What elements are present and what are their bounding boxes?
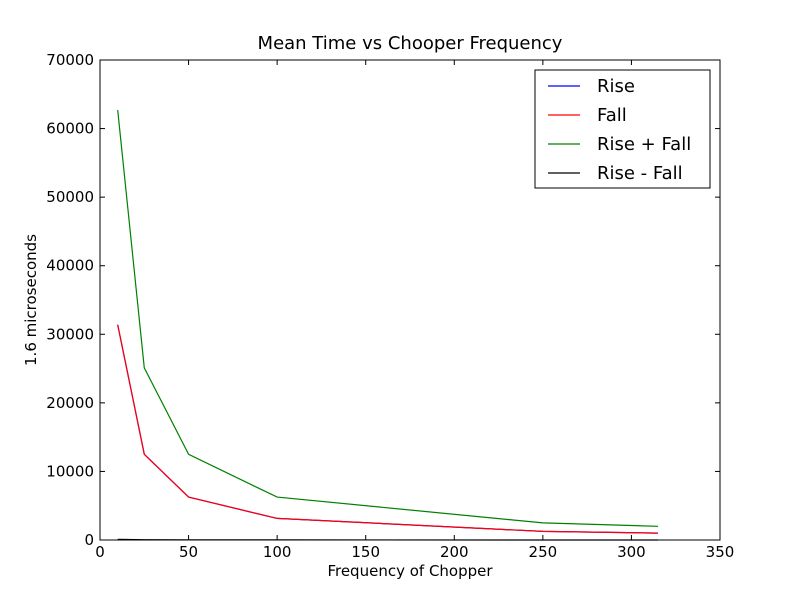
legend-entry-label: Rise - Fall	[597, 163, 683, 184]
legend-entry-label: Rise + Fall	[597, 134, 691, 155]
x-tick-label: 350	[706, 543, 735, 561]
x-tick-label: 50	[179, 543, 198, 561]
legend-box	[534, 69, 711, 189]
y-tick-label: 30000	[46, 325, 94, 343]
x-tick-label: 0	[95, 543, 105, 561]
y-tick-label: 0	[84, 531, 94, 549]
y-tick-label: 20000	[46, 394, 94, 412]
legend: Rise Fall Rise + Fall Rise - Fall	[534, 69, 711, 189]
x-tick-label: 200	[440, 543, 469, 561]
axis-ticks: 0 50 100 150 200 250 300 350 0 10000 20000 30000 400…	[46, 51, 734, 561]
y-tick-label: 50000	[46, 188, 94, 206]
y-tick-label: 70000	[46, 51, 94, 69]
series-line-1	[117, 324, 659, 534]
y-axis-label: 1.6 microseconds	[22, 234, 40, 366]
x-tick-label: 150	[351, 543, 380, 561]
series-line-2	[117, 110, 659, 527]
series-line-3	[117, 538, 658, 541]
y-tick-label: 60000	[46, 120, 94, 138]
y-tick-label: 10000	[46, 462, 94, 480]
x-tick-label: 250	[529, 543, 558, 561]
x-tick-label: 100	[263, 543, 292, 561]
x-tick-label: 300	[617, 543, 646, 561]
y-tick-label: 40000	[46, 257, 94, 275]
plot-lines	[117, 110, 659, 541]
legend-entry-label: Fall	[597, 105, 627, 126]
x-axis-label: Frequency of Chopper	[327, 562, 493, 580]
chart-title: Mean Time vs Chooper Frequency	[258, 33, 563, 54]
legend-entry-label: Rise	[597, 76, 635, 97]
